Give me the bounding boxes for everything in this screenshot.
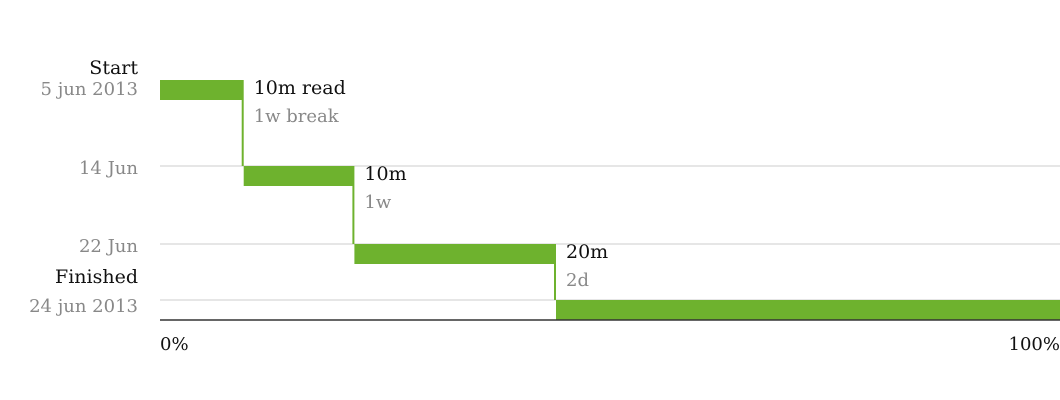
segment-label-1: 10m read	[254, 77, 346, 99]
finish-title: Finished	[55, 266, 138, 288]
segment-bar	[160, 80, 244, 100]
finish-date: 24 jun 2013	[29, 296, 138, 317]
x-tick-label-100: 100%	[1009, 334, 1060, 355]
segment-bar	[556, 300, 1060, 320]
gridlines	[160, 165, 1060, 301]
gap-label-2: 1w	[364, 192, 391, 213]
bars	[160, 80, 1060, 320]
start-title: Start	[89, 57, 138, 79]
row-label-14-jun: 14 Jun	[79, 158, 138, 179]
segment-label-2: 10m	[364, 163, 406, 185]
gap-label-1: 1w break	[254, 106, 340, 127]
segment-label-3: 20m	[566, 241, 608, 263]
segment-bar	[243, 166, 355, 186]
gap-label-3: 2d	[566, 270, 589, 291]
row-label-22-jun: 22 Jun	[79, 236, 138, 257]
segment-bar	[354, 244, 556, 264]
start-date: 5 jun 2013	[41, 79, 138, 100]
x-tick-label-0: 0%	[160, 334, 189, 355]
